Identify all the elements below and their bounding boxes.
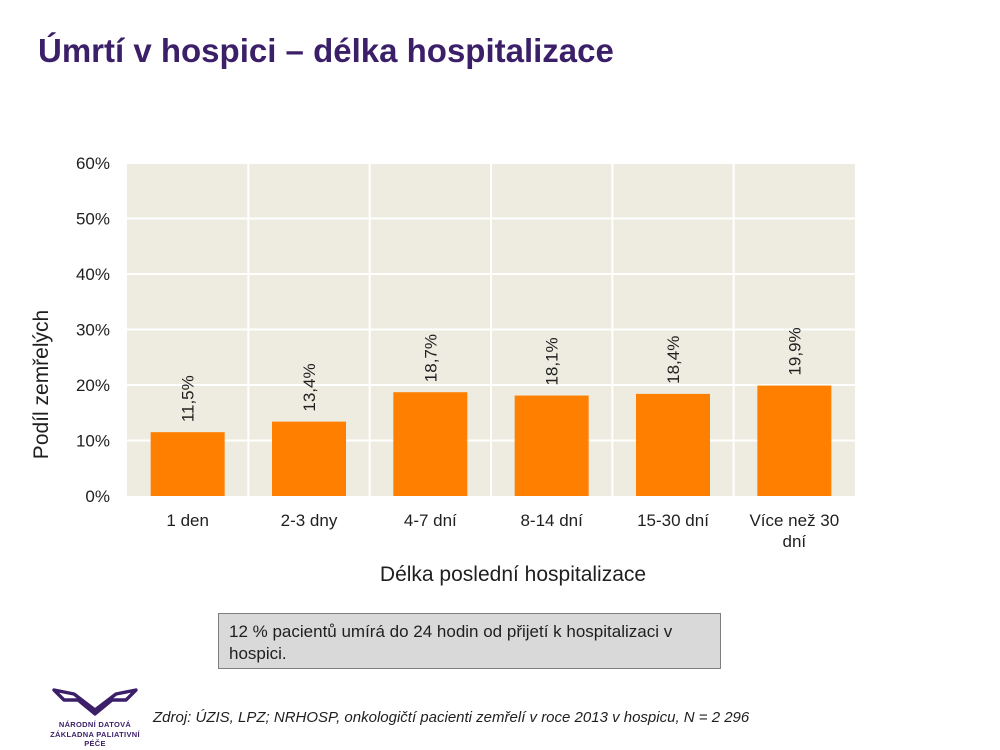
x-tick-label: 15-30 dní [637, 511, 709, 530]
x-tick-label: 2-3 dny [281, 511, 338, 530]
x-tick-label: 8-14 dní [520, 511, 583, 530]
value-labels: 11,5% 13,4% 18,7% 18,1% 18,4% 19,9% [179, 327, 805, 422]
bar-value-label: 18,4% [664, 336, 683, 384]
y-tick-label: 0% [85, 487, 110, 506]
x-tick-label: 4-7 dní [404, 511, 457, 530]
logo-text-line1: NÁRODNÍ DATOVÁ [58, 720, 132, 729]
bar [514, 395, 589, 496]
bar-value-label: 18,7% [421, 334, 440, 382]
y-tick-label: 50% [76, 210, 110, 229]
gridlines [127, 162, 855, 496]
y-tick-label: 40% [76, 265, 110, 284]
bar [150, 432, 225, 496]
y-tick-labels: 0% 10% 20% 30% 40% 50% 60% [76, 154, 110, 506]
bars [150, 385, 832, 496]
x-axis-label: Délka poslední hospitalizace [380, 563, 646, 586]
bar-value-label: 19,9% [785, 327, 804, 375]
y-tick-label: 20% [76, 376, 110, 395]
note-box: 12 % pacientů umírá do 24 hodin od přije… [218, 613, 721, 669]
y-tick-label: 60% [76, 154, 110, 173]
logo-emblem-icon [52, 688, 138, 716]
bar [757, 385, 832, 496]
bar-chart: 11,5% 13,4% 18,7% 18,1% 18,4% 19,9% 0% 10% 20% 3… [30, 154, 855, 586]
page-title: Úmrtí v hospici – délka hospitalizace [38, 32, 614, 69]
bar [636, 393, 710, 496]
bar [272, 421, 346, 496]
y-tick-label: 10% [76, 432, 110, 451]
y-tick-label: 30% [76, 321, 110, 340]
bar-value-label: 13,4% [300, 363, 319, 411]
x-tick-labels: 1 den 2-3 dny 4-7 dní 8-14 dní 15-30 dní Více… [166, 511, 839, 551]
bar-value-label: 18,1% [543, 337, 562, 385]
bar [393, 392, 468, 496]
y-axis-label: Podíl zemřelých [30, 310, 53, 459]
x-tick-label: Více než 30 dní [749, 511, 839, 551]
logo: NÁRODNÍ DATOVÁ ZÁKLADNA PALIATIVNÍ PÉČE [40, 684, 150, 748]
source-note: Zdroj: ÚZIS, LPZ; NRHOSP, onkologičtí pa… [153, 709, 750, 726]
logo-text-line2: ZÁKLADNA PALIATIVNÍ PÉČE [50, 730, 140, 748]
x-tick-label: 1 den [166, 511, 209, 530]
bar-value-label: 11,5% [179, 375, 198, 422]
